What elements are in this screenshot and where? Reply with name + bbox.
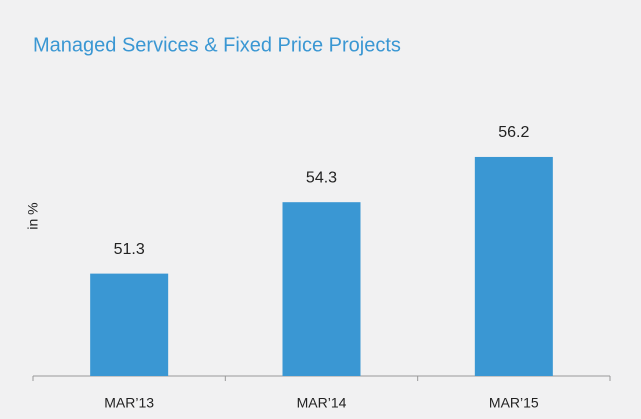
bar bbox=[90, 273, 169, 376]
data-label: 51.3 bbox=[114, 241, 145, 258]
x-tick-label: MAR’15 bbox=[489, 395, 539, 411]
x-tick-label: MAR’14 bbox=[297, 395, 347, 411]
y-axis-label: in % bbox=[25, 202, 41, 229]
bar bbox=[282, 202, 361, 376]
data-label: 56.2 bbox=[498, 124, 529, 141]
bar bbox=[474, 156, 553, 376]
chart-title: Managed Services & Fixed Price Projects bbox=[33, 34, 401, 56]
data-label: 54.3 bbox=[306, 169, 337, 186]
x-tick-label: MAR’13 bbox=[104, 395, 154, 411]
